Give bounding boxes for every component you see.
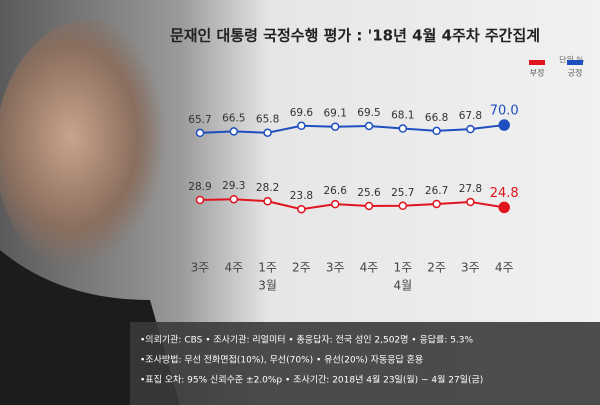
- unit-label: 단위 %: [559, 55, 584, 65]
- data-label: 27.8: [459, 183, 482, 195]
- data-point: [195, 195, 205, 205]
- data-label: 28.9: [188, 181, 211, 193]
- x-tick-label: 4주: [495, 261, 514, 275]
- data-point: [297, 121, 306, 131]
- data-point: [498, 201, 510, 214]
- data-label: 65.7: [188, 114, 211, 126]
- data-point: [364, 201, 374, 211]
- data-point: [229, 194, 239, 204]
- series-line: [199, 198, 505, 211]
- data-label: 24.8: [490, 186, 519, 201]
- data-label: 26.6: [324, 185, 348, 197]
- data-label: 67.8: [459, 110, 482, 122]
- x-tick-label: 4주: [360, 261, 379, 275]
- data-point: [297, 204, 306, 214]
- note: •조사방법: 무선 전화면접(10%), 무선(70%) • 유선(20%) 자…: [140, 354, 423, 366]
- data-point: [466, 124, 475, 134]
- data-label: 25.6: [357, 187, 381, 199]
- portrait: [0, 20, 185, 280]
- data-point: [330, 122, 340, 131]
- data-label: 25.7: [391, 187, 414, 199]
- notes-box: [130, 322, 600, 405]
- data-point: [432, 199, 441, 209]
- x-tick-label: 1주: [393, 261, 412, 275]
- x-tick-label: 4주: [224, 261, 243, 275]
- x-tick-label: 2주: [427, 261, 446, 275]
- chart-title: 문재인 대통령 국정수행 평가 : '18년 4월 4주차 주간집계: [170, 27, 540, 45]
- data-label: 69.6: [290, 107, 314, 119]
- x-tick-label: 1주: [258, 261, 277, 275]
- note: •의뢰기관: CBS • 조사기관: 리얼미터 • 총응답자: 전국 성인 2,…: [140, 334, 474, 346]
- data-label: 68.1: [391, 110, 414, 122]
- data-point: [398, 201, 408, 211]
- x-tick-label: 3주: [191, 261, 210, 275]
- data-label: 69.1: [324, 108, 347, 120]
- data-label: 66.5: [222, 112, 245, 124]
- data-point: [432, 126, 441, 136]
- data-label: 66.8: [425, 112, 448, 124]
- data-point: [364, 121, 374, 131]
- x-tick-label: 2주: [292, 261, 311, 275]
- data-point: [466, 197, 475, 207]
- legend-label: 긍정: [568, 68, 583, 78]
- data-point: [195, 128, 205, 138]
- data-point: [330, 199, 340, 209]
- data-label: 23.8: [290, 190, 313, 202]
- data-label: 26.7: [425, 185, 448, 197]
- data-point: [398, 124, 408, 133]
- data-point: [498, 119, 510, 131]
- x-group-label: 4월: [393, 279, 412, 293]
- x-tick-label: 3주: [326, 261, 345, 275]
- data-point: [263, 128, 272, 137]
- data-point: [263, 196, 272, 206]
- data-point: [229, 127, 239, 136]
- data-label: 29.3: [222, 180, 245, 192]
- x-group-label: 3월: [258, 279, 277, 293]
- data-label: 69.5: [357, 107, 380, 119]
- data-label: 70.0: [490, 104, 519, 119]
- series-line: [199, 124, 505, 134]
- data-label: 65.8: [256, 114, 279, 126]
- legend-label: 부정: [530, 68, 545, 78]
- note: •표집 오차: 95% 신뢰수준 ±2.0%p • 조사기간: 2018년 4월…: [140, 374, 483, 386]
- data-label: 28.2: [256, 182, 279, 194]
- legend-swatch: [529, 60, 545, 65]
- legend-swatch: [567, 60, 583, 65]
- x-tick-label: 3주: [461, 261, 480, 275]
